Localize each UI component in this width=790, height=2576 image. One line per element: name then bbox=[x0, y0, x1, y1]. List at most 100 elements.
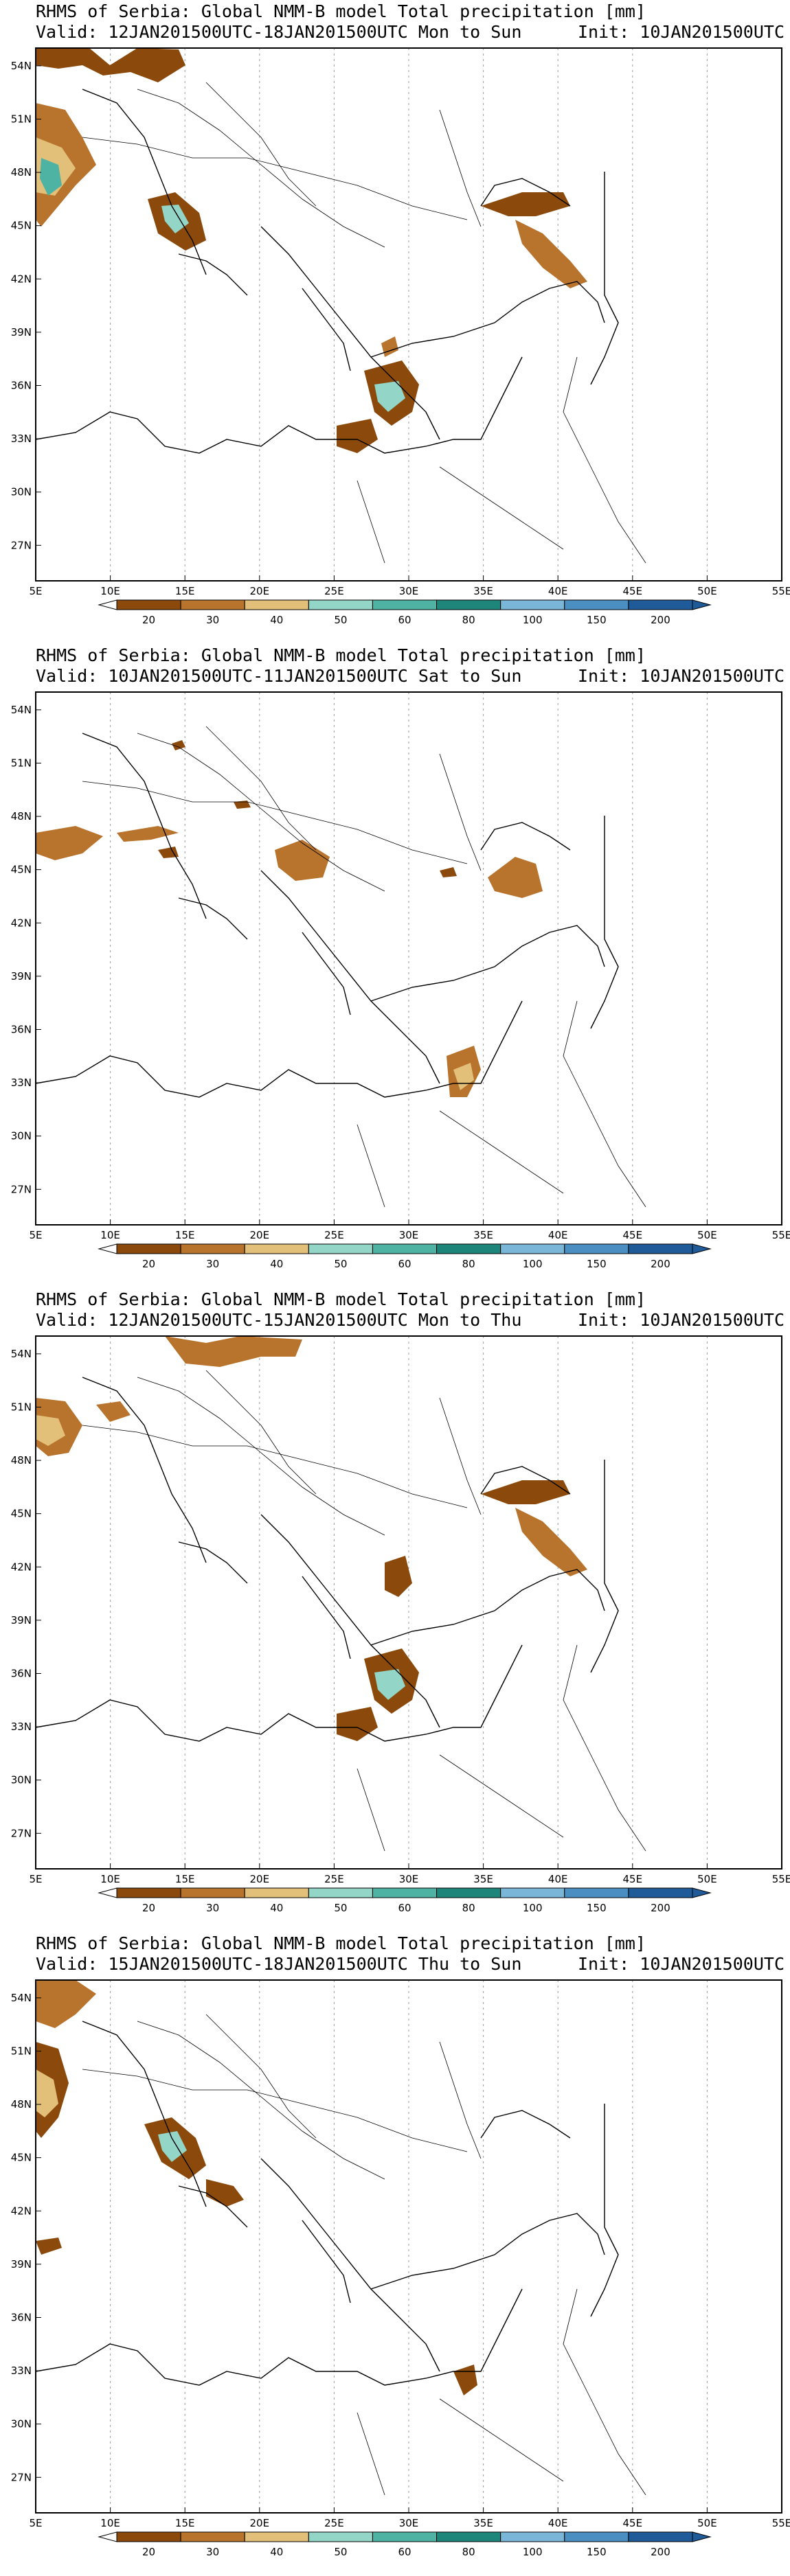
colorbar-label: 80 bbox=[462, 1902, 475, 1914]
colorbar-label: 50 bbox=[334, 614, 347, 626]
latitude-tick-label: 42N bbox=[11, 2205, 32, 2217]
longitude-tick-label: 40E bbox=[548, 2517, 568, 2529]
latitude-tick-label: 36N bbox=[11, 1023, 32, 1035]
map-panel-3: RHMS of Serbia: Global NMM-B model Total… bbox=[0, 1288, 790, 1932]
colorbar-segment bbox=[308, 1243, 373, 1254]
country-borders bbox=[82, 1370, 646, 1852]
colorbar-label: 20 bbox=[142, 2546, 155, 2558]
colorbar-segment bbox=[244, 2531, 309, 2542]
precipitation-areas bbox=[36, 1336, 587, 1741]
latitude-tick-label: 33N bbox=[11, 2365, 32, 2377]
map-frame bbox=[35, 47, 782, 582]
colorbar-label: 60 bbox=[398, 1902, 411, 1914]
colorbar: 20 30 40 50 60 80 100 150 200 bbox=[98, 1887, 712, 1914]
colorbar-label: 80 bbox=[462, 1258, 475, 1270]
panel-init-time: Init: 10JAN201500UTC bbox=[577, 1310, 785, 1330]
coastlines bbox=[35, 733, 619, 1098]
precipitation-areas bbox=[36, 740, 543, 1097]
longitude-tick-label: 45E bbox=[623, 1229, 643, 1241]
longitude-tick-label: 15E bbox=[175, 1873, 195, 1885]
colorbar-lower-arrow bbox=[98, 599, 117, 610]
axis-ticks: 5E 10E 15E 20E 25E 30E 35E 40E 45E 50E 55E 54N 51N 48… bbox=[11, 1348, 790, 1885]
colorbar: 20 30 40 50 60 80 100 150 200 bbox=[98, 2531, 712, 2558]
latitude-tick-label: 36N bbox=[11, 1667, 32, 1679]
longitude-tick-label: 50E bbox=[697, 1229, 717, 1241]
panel-title: RHMS of Serbia: Global NMM-B model Total… bbox=[36, 645, 646, 665]
map-panel-4: RHMS of Serbia: Global NMM-B model Total… bbox=[0, 1932, 790, 2576]
panel-valid-period: Valid: 10JAN201500UTC-11JAN201500UTC Sat… bbox=[36, 666, 522, 686]
colorbar-label: 50 bbox=[334, 2546, 347, 2558]
latitude-tick-label: 48N bbox=[11, 2098, 32, 2111]
latitude-tick-label: 48N bbox=[11, 166, 32, 179]
colorbar-segment bbox=[372, 1887, 438, 1898]
colorbar-label: 60 bbox=[398, 614, 411, 626]
coastlines bbox=[35, 89, 619, 454]
longitude-tick-label: 50E bbox=[697, 585, 717, 597]
colorbar-label: 100 bbox=[523, 1902, 543, 1914]
colorbar-label: 20 bbox=[142, 1902, 155, 1914]
latitude-tick-label: 51N bbox=[11, 1401, 32, 1413]
colorbar-segment bbox=[308, 599, 373, 610]
colorbar-label: 30 bbox=[206, 1258, 219, 1270]
latitude-tick-label: 27N bbox=[11, 539, 32, 551]
latitude-tick-label: 39N bbox=[11, 326, 32, 338]
colorbar-segment bbox=[436, 1887, 501, 1898]
colorbar-label: 150 bbox=[587, 1902, 607, 1914]
lat-lon-gridlines bbox=[110, 692, 708, 1225]
colorbar-segment bbox=[628, 599, 693, 610]
longitude-tick-label: 20E bbox=[250, 1873, 270, 1885]
colorbar-segment bbox=[244, 1887, 309, 1898]
longitude-tick-label: 25E bbox=[324, 1873, 344, 1885]
colorbar-segment bbox=[628, 1243, 693, 1254]
lat-lon-gridlines bbox=[110, 48, 708, 581]
colorbar-label: 150 bbox=[587, 1258, 607, 1270]
axis-ticks: 5E 10E 15E 20E 25E 30E 35E 40E 45E 50E 55E 54N 51N 48… bbox=[11, 60, 790, 597]
colorbar-segment bbox=[180, 1887, 245, 1898]
latitude-tick-label: 30N bbox=[11, 1774, 32, 1786]
colorbar-upper-arrow bbox=[692, 1243, 712, 1254]
map-frame bbox=[35, 1335, 782, 1870]
colorbar-label: 200 bbox=[651, 2546, 670, 2558]
precipitation-map: 5E 10E 15E 20E 25E 30E 35E 40E 45E 50E 55E 54N 51N 48… bbox=[11, 1335, 790, 1914]
latitude-tick-label: 51N bbox=[11, 2045, 32, 2057]
colorbar-label: 200 bbox=[651, 614, 670, 626]
colorbar-label: 40 bbox=[270, 1258, 283, 1270]
lat-lon-gridlines bbox=[110, 1336, 708, 1869]
colorbar-label: 30 bbox=[206, 1902, 219, 1914]
colorbar-segment bbox=[436, 2531, 501, 2542]
longitude-tick-label: 25E bbox=[324, 585, 344, 597]
colorbar-label: 150 bbox=[587, 614, 607, 626]
colorbar-segment bbox=[372, 599, 438, 610]
colorbar-lower-arrow bbox=[98, 1243, 117, 1254]
colorbar-segment bbox=[436, 599, 501, 610]
map-frame bbox=[35, 691, 782, 1226]
latitude-tick-label: 54N bbox=[11, 704, 32, 716]
longitude-tick-label: 30E bbox=[399, 585, 419, 597]
lat-lon-gridlines bbox=[110, 1980, 708, 2513]
colorbar-lower-arrow bbox=[98, 2531, 117, 2542]
map-panel-1: RHMS of Serbia: Global NMM-B model Total… bbox=[0, 0, 790, 644]
colorbar-segment bbox=[244, 599, 309, 610]
longitude-tick-label: 5E bbox=[29, 585, 42, 597]
colorbar-upper-arrow bbox=[692, 1887, 712, 1898]
colorbar-label: 100 bbox=[523, 2546, 543, 2558]
longitude-tick-label: 45E bbox=[623, 1873, 643, 1885]
colorbar-segment bbox=[500, 599, 565, 610]
latitude-tick-label: 30N bbox=[11, 2418, 32, 2430]
colorbar-label: 80 bbox=[462, 614, 475, 626]
longitude-tick-label: 5E bbox=[29, 2517, 42, 2529]
longitude-tick-label: 35E bbox=[473, 1229, 493, 1241]
longitude-tick-label: 5E bbox=[29, 1873, 42, 1885]
country-borders bbox=[82, 2014, 646, 2496]
longitude-tick-label: 45E bbox=[623, 2517, 643, 2529]
coastlines bbox=[35, 2021, 619, 2386]
latitude-tick-label: 42N bbox=[11, 1561, 32, 1573]
colorbar-label: 40 bbox=[270, 2546, 283, 2558]
latitude-tick-label: 30N bbox=[11, 1130, 32, 1142]
latitude-tick-label: 39N bbox=[11, 1614, 32, 1626]
latitude-tick-label: 27N bbox=[11, 2471, 32, 2483]
colorbar-segment bbox=[372, 1243, 438, 1254]
colorbar-segment bbox=[500, 1887, 565, 1898]
colorbar-segment bbox=[116, 1243, 181, 1254]
longitude-tick-label: 35E bbox=[473, 585, 493, 597]
